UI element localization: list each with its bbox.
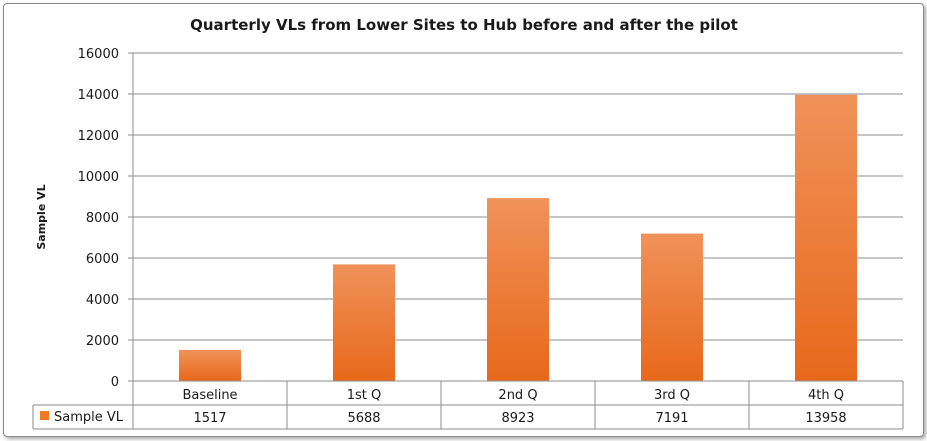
- y-tick-label: 8000: [86, 211, 119, 226]
- category-label: 4th Q: [808, 388, 844, 403]
- y-tick-label: 4000: [86, 293, 119, 308]
- legend-swatch: [40, 411, 49, 420]
- data-value-label: 5688: [347, 411, 380, 426]
- bar: [487, 198, 549, 381]
- y-tick-label: 12000: [78, 129, 119, 144]
- y-axis-ticks: 0 2000 4000 6000 8000 10000 12000 14000 16000: [78, 47, 134, 429]
- y-tick-label: 16000: [78, 47, 119, 62]
- y-tick-label: 10000: [78, 170, 119, 185]
- data-value-label: 13958: [805, 411, 846, 426]
- data-value-label: 1517: [193, 411, 226, 426]
- bar: [795, 94, 857, 382]
- data-value-label: 8923: [501, 411, 534, 426]
- chart-frame: [3, 3, 924, 437]
- y-tick-label: 14000: [78, 88, 119, 103]
- category-label: 1st Q: [347, 388, 382, 403]
- category-label: 2nd Q: [498, 388, 537, 403]
- y-axis-label: Sample VL: [35, 184, 48, 249]
- y-tick-label: 0: [111, 375, 119, 390]
- data-table: Baseline 1st Q 2nd Q 3rd Q 4th Q Sample VL 151…: [32, 380, 904, 430]
- bar: [333, 264, 395, 381]
- bar: [641, 233, 703, 381]
- category-label: Baseline: [182, 388, 237, 403]
- bar: [179, 349, 241, 381]
- legend-series-name: Sample VL: [54, 410, 124, 425]
- data-value-label: 7191: [655, 411, 688, 426]
- y-tick-label: 2000: [86, 334, 119, 349]
- chart-title: Quarterly VLs from Lower Sites to Hub be…: [190, 16, 738, 34]
- y-tick-label: 6000: [86, 252, 119, 267]
- bars: [179, 94, 857, 382]
- category-label: 3rd Q: [654, 388, 690, 403]
